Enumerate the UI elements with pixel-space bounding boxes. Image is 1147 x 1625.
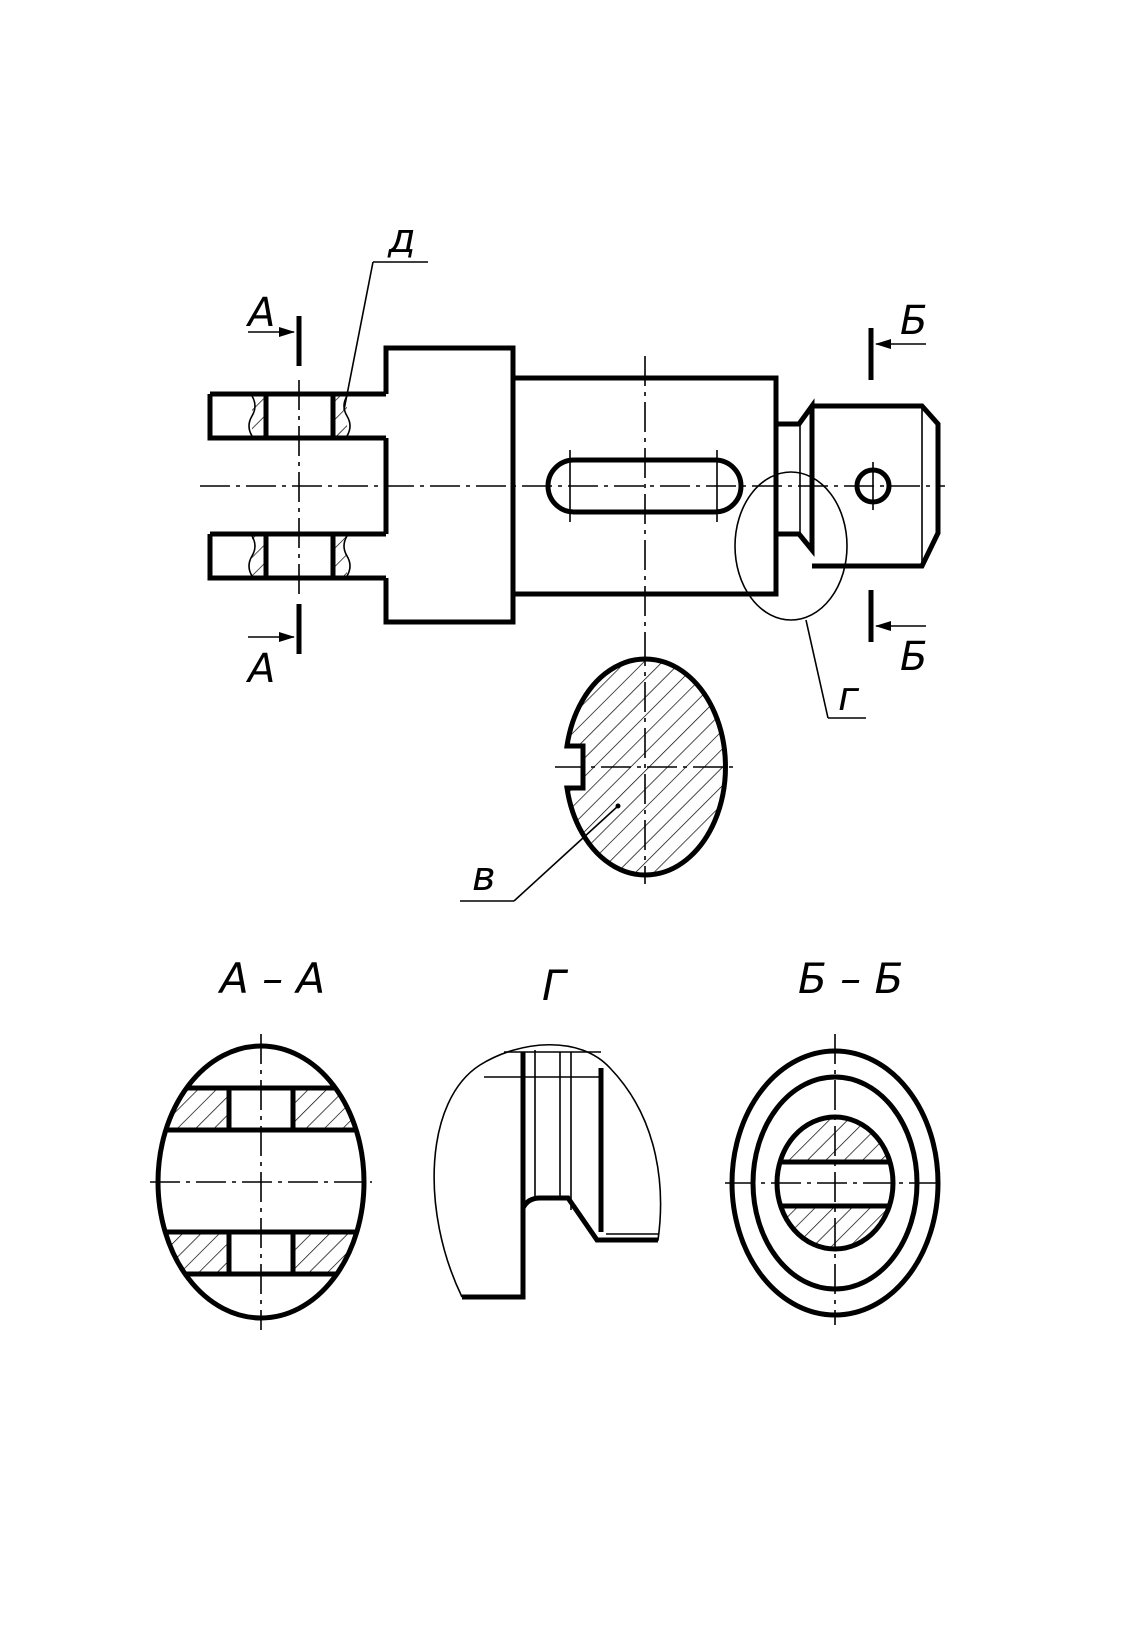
leader-d: д: [343, 216, 428, 411]
aa-wall-lines: [158, 1085, 364, 1277]
cutting-plane-a: А А: [245, 290, 302, 692]
cut-b-label-bottom: Б: [900, 634, 927, 680]
leader-v-label: в: [472, 854, 496, 900]
break-lines: [248, 395, 351, 577]
main-view: [200, 345, 945, 636]
lower-prong: [207, 531, 386, 581]
removed-section-v: в: [460, 636, 734, 902]
detail-g-title: Г: [542, 961, 569, 1010]
aa-hole-edges: [226, 1088, 296, 1274]
detail-g-view: Г: [433, 961, 662, 1300]
cut-a-label-top: А: [245, 290, 275, 336]
detail-g-outline-arc: [433, 1044, 662, 1298]
cut-a-arrowhead-bottom: [279, 632, 295, 642]
section-v-hatch: [567, 658, 726, 875]
cut-b-arrowhead-top: [875, 339, 891, 349]
section-aa-title: А – А: [217, 954, 325, 1003]
keyway-slot: [545, 457, 744, 515]
hub-body: [383, 345, 516, 625]
leader-g: г: [805, 619, 866, 720]
section-bb-title: Б – Б: [798, 954, 903, 1003]
detail-circle-g: [734, 471, 848, 621]
cut-a-label-bottom: А: [245, 646, 275, 692]
leader-d-label: д: [387, 216, 416, 262]
upper-prong: [207, 391, 386, 441]
neck-groove: [776, 398, 815, 558]
detail-g-profile: [462, 1195, 658, 1300]
leader-v-line: [513, 805, 619, 902]
cut-a-arrowhead-top: [279, 327, 295, 337]
leader-g-line: [805, 619, 829, 719]
section-bb: Б – Б: [725, 954, 945, 1325]
cut-b-label-top: Б: [900, 298, 927, 344]
cutting-plane-b: Б Б: [868, 298, 927, 680]
leader-g-label: г: [838, 674, 860, 720]
cut-b-arrowhead-bottom: [875, 621, 891, 631]
end-head: [812, 403, 941, 569]
section-v-outline: [564, 656, 728, 878]
leader-d-line: [343, 261, 374, 411]
section-aa: А – А: [150, 954, 372, 1330]
